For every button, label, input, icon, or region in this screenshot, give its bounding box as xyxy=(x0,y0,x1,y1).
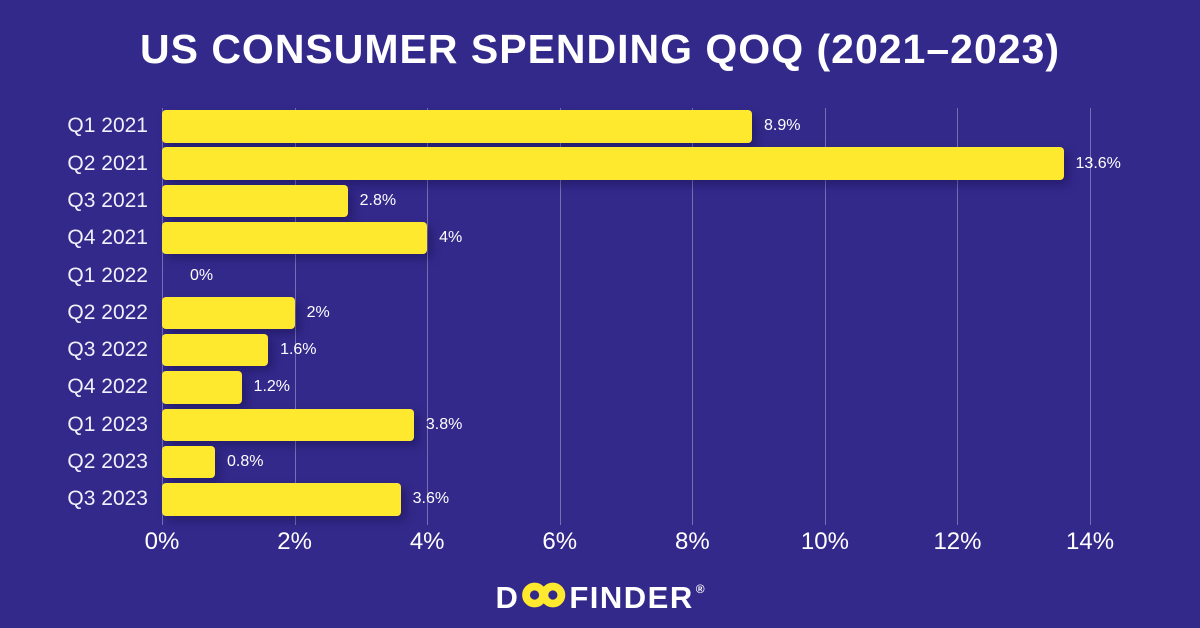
bar-value-label: 2% xyxy=(306,303,330,321)
gridline xyxy=(824,108,826,525)
bar-value-label: 8.9% xyxy=(763,117,801,135)
bar-value-label: 13.6% xyxy=(1075,154,1121,172)
bar xyxy=(162,445,216,479)
category-label: Q1 2023 xyxy=(67,412,148,436)
category-label: Q4 2021 xyxy=(67,226,148,250)
x-axis-tick-label: 10% xyxy=(800,528,849,555)
registered-trademark-icon: ® xyxy=(695,582,705,596)
category-label: Q2 2022 xyxy=(67,300,148,324)
gridline xyxy=(692,108,694,525)
category-label: Q4 2022 xyxy=(67,375,148,399)
bar-value-label: 2.8% xyxy=(359,191,397,209)
category-label: Q3 2023 xyxy=(67,487,148,511)
bar-value-label: 3.6% xyxy=(412,490,450,508)
bar xyxy=(162,333,269,367)
bar xyxy=(162,483,401,516)
chart-title: US CONSUMER SPENDING QOQ (2021–2023) xyxy=(139,26,1061,72)
x-axis-tick-label: 14% xyxy=(1066,528,1115,555)
logo-text-d: D xyxy=(495,580,520,615)
bar xyxy=(162,408,414,442)
bar xyxy=(162,371,242,404)
x-axis-tick-label: 2% xyxy=(277,528,312,555)
logo-text-finder: FINDER xyxy=(569,580,694,615)
bar xyxy=(162,147,1064,180)
bar xyxy=(162,296,295,330)
gridline xyxy=(1090,108,1092,525)
gridline xyxy=(294,108,296,525)
bar-value-label: 0% xyxy=(190,266,214,284)
category-label: Q2 2021 xyxy=(67,151,148,175)
x-axis-tick-label: 4% xyxy=(409,528,445,555)
category-label: Q3 2022 xyxy=(67,338,148,362)
bar-value-label: 0.8% xyxy=(227,453,264,471)
category-label: Q3 2021 xyxy=(67,188,148,212)
doofinder-logo: D FINDER ® xyxy=(0,582,1200,613)
bar xyxy=(162,221,428,255)
infinity-icon xyxy=(520,582,568,613)
bar xyxy=(162,184,348,218)
x-axis-tick-label: 8% xyxy=(674,528,710,555)
bar-value-label: 1.6% xyxy=(280,341,317,359)
bar-value-label: 4% xyxy=(439,229,463,247)
x-axis-tick-label: 12% xyxy=(933,528,982,555)
x-axis-tick-label: 6% xyxy=(542,528,578,555)
category-label: Q2 2023 xyxy=(67,450,148,474)
bar xyxy=(162,110,752,143)
category-label: Q1 2021 xyxy=(67,114,148,138)
bar-value-label: 3.8% xyxy=(425,415,463,433)
x-axis-tick-label: 0% xyxy=(144,528,180,555)
gridline xyxy=(427,108,429,525)
bar-value-label: 1.2% xyxy=(253,378,291,396)
gridline xyxy=(957,108,959,525)
category-label: Q1 2022 xyxy=(67,263,148,287)
gridline xyxy=(559,108,561,525)
